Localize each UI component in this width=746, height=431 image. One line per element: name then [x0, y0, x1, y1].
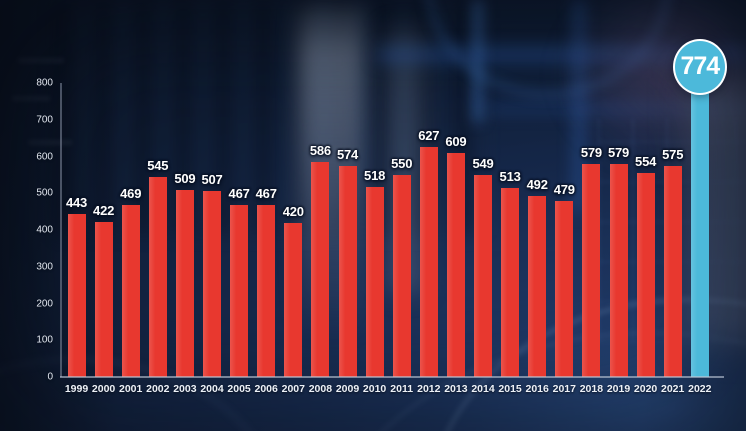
x-tick-label-2022: 2022 — [688, 383, 712, 395]
bar-2014 — [474, 175, 492, 377]
bar-2012 — [419, 146, 438, 377]
bar-2011 — [392, 174, 411, 377]
x-tick-label-2014: 2014 — [471, 383, 495, 395]
bar-2013 — [446, 153, 465, 377]
bar-value-label-2015: 513 — [499, 169, 521, 185]
x-tick-label-2007: 2007 — [281, 383, 305, 395]
bar-2002 — [148, 176, 167, 377]
bar-value-label-2003: 509 — [174, 170, 196, 186]
x-tick-label-2009: 2009 — [335, 383, 360, 395]
bar-2020 — [636, 173, 655, 377]
bar-value-label-1999: 443 — [65, 195, 88, 211]
bar-value-label-2006: 467 — [255, 186, 277, 202]
y-tick-label-400: 400 — [36, 224, 53, 236]
x-tick-label-2021: 2021 — [661, 383, 685, 395]
bar-2017 — [555, 200, 574, 377]
x-tick-label-2018: 2018 — [579, 383, 604, 395]
bar-value-label-2020: 554 — [635, 154, 657, 170]
x-tick-label-2003: 2003 — [173, 383, 197, 395]
highlight-badge: 774 — [672, 38, 727, 95]
bar-2001 — [121, 204, 140, 377]
y-tick-label-800: 800 — [36, 77, 53, 89]
bar-value-label-2007: 420 — [282, 203, 304, 219]
bar-value-label-2019: 579 — [607, 145, 630, 161]
bar-value-label-2000: 422 — [93, 202, 115, 218]
y-tick-label-100: 100 — [36, 334, 53, 346]
x-tick-label-2019: 2019 — [606, 383, 631, 395]
x-tick-label-2005: 2005 — [227, 383, 251, 395]
x-axis-line — [60, 376, 724, 378]
x-tick-label-2000: 2000 — [91, 383, 116, 395]
bar-1999 — [67, 214, 86, 377]
bar-value-label-2012: 627 — [418, 127, 440, 143]
bar-value-label-2005: 467 — [228, 186, 250, 202]
x-tick-label-2012: 2012 — [417, 383, 441, 395]
bar-2004 — [203, 190, 221, 377]
bar-value-label-2009: 574 — [336, 147, 359, 163]
bar-value-label-2016: 492 — [526, 177, 548, 193]
bar-value-label-2010: 518 — [364, 167, 386, 183]
y-tick-label-500: 500 — [36, 187, 53, 199]
x-tick-label-2008: 2008 — [308, 383, 333, 395]
bar-2019 — [609, 164, 628, 377]
bar-2010 — [365, 186, 384, 377]
bar-2005 — [230, 205, 249, 377]
bar-value-label-2008: 586 — [309, 142, 331, 158]
bar-2022 — [690, 92, 709, 377]
bar-2009 — [338, 166, 357, 377]
y-tick-label-700: 700 — [36, 114, 53, 126]
bar-2000 — [94, 221, 113, 377]
y-axis-line — [60, 83, 62, 377]
bar-2018 — [582, 164, 601, 377]
y-tick-label-0: 0 — [47, 371, 53, 383]
x-tick-label-2015: 2015 — [498, 383, 522, 395]
x-tick-label-2002: 2002 — [146, 383, 170, 395]
x-tick-label-2013: 2013 — [444, 383, 468, 395]
bar-2006 — [257, 205, 276, 377]
x-tick-label-2010: 2010 — [362, 383, 387, 395]
y-tick-label-600: 600 — [36, 151, 53, 162]
bar-2003 — [175, 189, 194, 377]
bar-value-label-2002: 545 — [147, 157, 169, 173]
x-tick-label-1999: 1999 — [64, 383, 89, 395]
x-tick-label-2016: 2016 — [525, 383, 549, 395]
bar-value-label-2018: 579 — [580, 145, 602, 161]
bar-2007 — [284, 222, 303, 377]
bar-2016 — [528, 196, 547, 377]
bar-value-label-2004: 507 — [201, 171, 223, 187]
bar-value-label-2011: 550 — [391, 155, 413, 171]
y-tick-label-300: 300 — [36, 261, 53, 273]
x-tick-label-2020: 2020 — [633, 383, 658, 395]
x-tick-label-2004: 2004 — [200, 383, 224, 395]
x-tick-label-2006: 2006 — [254, 383, 278, 395]
bar-value-label-2014: 549 — [472, 156, 494, 172]
bar-value-label-2013: 609 — [445, 134, 467, 150]
bar-value-label-2021: 575 — [662, 146, 684, 162]
y-tick-label-200: 200 — [36, 298, 53, 309]
x-tick-label-2001: 2001 — [119, 383, 143, 395]
bar-value-label-2001: 469 — [120, 185, 142, 201]
bar-2008 — [311, 161, 330, 377]
x-tick-label-2017: 2017 — [552, 383, 576, 395]
bar-2021 — [663, 165, 682, 377]
bar-2015 — [501, 188, 520, 377]
x-tick-label-2011: 2011 — [390, 383, 414, 395]
bar-value-label-2017: 479 — [553, 181, 575, 197]
